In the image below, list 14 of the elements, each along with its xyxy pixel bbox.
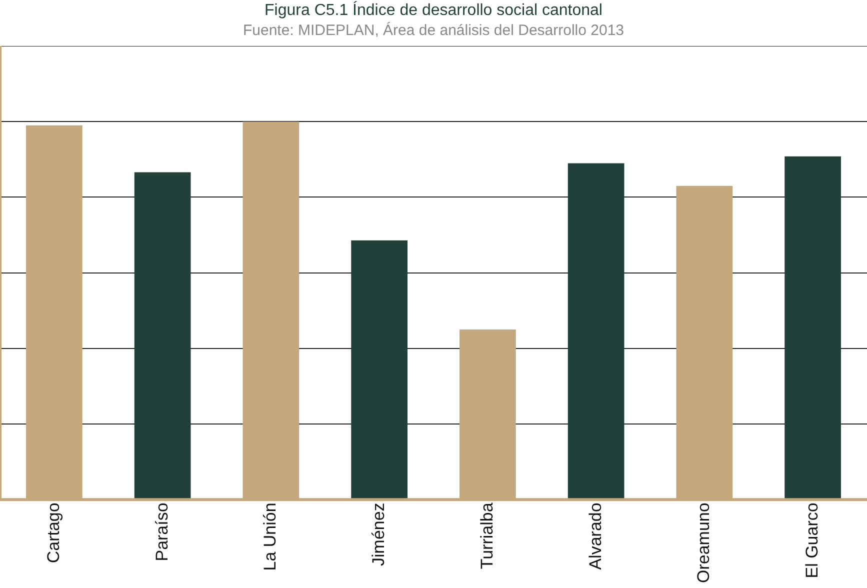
x-tick-label: Jiménez	[369, 502, 388, 566]
x-tick-label: El Guarco	[802, 502, 822, 578]
x-tick-label: Paraíso	[152, 502, 172, 562]
bar	[784, 156, 841, 500]
bar	[351, 240, 408, 500]
x-tick-label: La Unión	[260, 502, 280, 571]
chart-title: Figura C5.1 Índice de desarrollo social cantonal	[264, 2, 604, 20]
bar	[568, 163, 624, 500]
x-tick-label: Alvarado	[586, 502, 605, 570]
x-tick-label: Turrialba	[477, 502, 496, 570]
x-tick-label: Cartago	[44, 502, 63, 564]
x-tick-label: Oreamuno	[694, 502, 714, 584]
chart-subtitle: Fuente: MIDEPLAN, Área de análisis del Desarrollo 2013	[242, 22, 626, 39]
bar	[134, 172, 191, 500]
